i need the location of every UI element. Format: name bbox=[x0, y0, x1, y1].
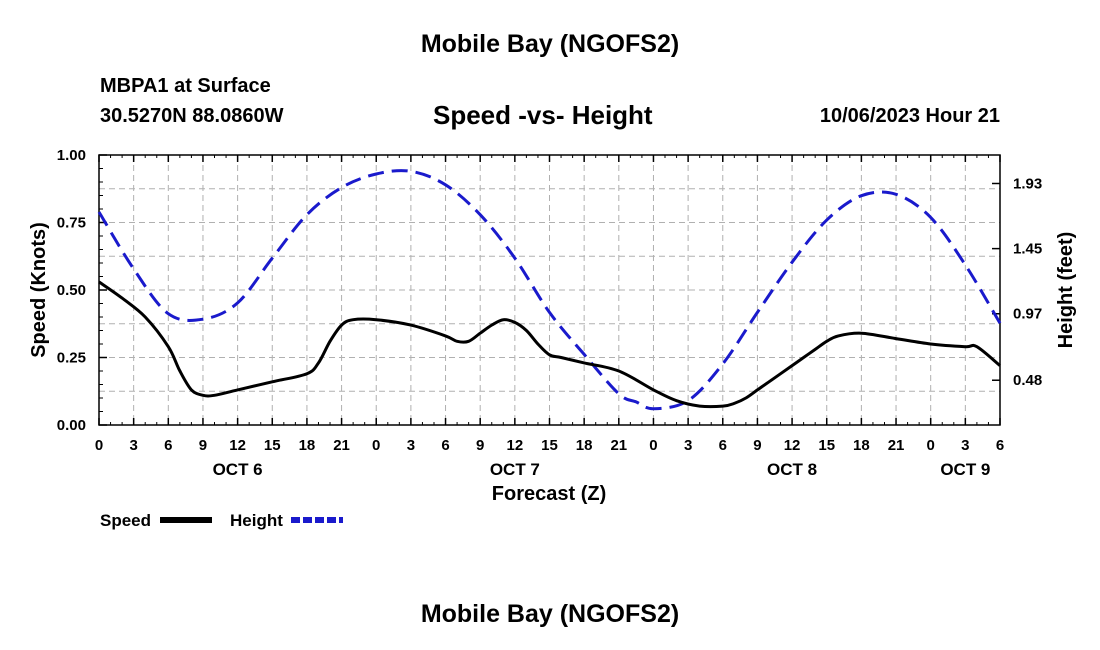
y-tick-label: 0.25 bbox=[57, 350, 86, 367]
x-tick-label: 3 bbox=[961, 437, 969, 454]
x-tick-label: 12 bbox=[507, 437, 524, 454]
x-tick-label: 18 bbox=[853, 437, 870, 454]
x-tick-label: 9 bbox=[476, 437, 484, 454]
y-axis-label: Speed (Knots) bbox=[28, 222, 50, 358]
x-tick-label: 21 bbox=[333, 437, 350, 454]
x-tick-label: 12 bbox=[784, 437, 801, 454]
x-tick-label: 3 bbox=[684, 437, 692, 454]
y2-tick-label: 1.45 bbox=[1013, 241, 1042, 258]
x-axis-label: Forecast (Z) bbox=[492, 483, 606, 505]
x-tick-label: 0 bbox=[372, 437, 380, 454]
x-tick-label: 6 bbox=[441, 437, 449, 454]
x-tick-label: 0 bbox=[649, 437, 657, 454]
x-tick-label: 15 bbox=[818, 437, 835, 454]
y2-axis-label: Height (feet) bbox=[1055, 232, 1077, 349]
y2-tick-label: 1.93 bbox=[1013, 175, 1042, 192]
day-label: OCT 7 bbox=[490, 460, 540, 479]
x-tick-label: 6 bbox=[164, 437, 172, 454]
y-tick-label: 0.50 bbox=[57, 282, 86, 299]
station-coords: 30.5270N 88.0860W bbox=[100, 105, 284, 127]
footer-title: Mobile Bay (NGOFS2) bbox=[420, 600, 680, 628]
height-series-line bbox=[97, 169, 1002, 411]
y-tick-label: 0.00 bbox=[57, 417, 86, 434]
legend-label-height: Height bbox=[230, 511, 283, 530]
x-tick-label: 21 bbox=[610, 437, 627, 454]
legend-label-speed: Speed bbox=[100, 511, 151, 530]
x-tick-label: 0 bbox=[927, 437, 935, 454]
speed-series-line bbox=[98, 280, 1001, 409]
x-tick-label: 9 bbox=[199, 437, 207, 454]
x-tick-label: 15 bbox=[541, 437, 558, 454]
day-label: OCT 6 bbox=[213, 460, 263, 479]
grid bbox=[99, 155, 1000, 425]
x-tick-label: 0 bbox=[95, 437, 103, 454]
forecast-datetime: 10/06/2023 Hour 21 bbox=[819, 105, 1000, 127]
day-label: OCT 8 bbox=[767, 460, 817, 479]
axis-labels: Forecast (Z) Speed (Knots) Height (feet)… bbox=[28, 222, 1077, 505]
chart-title: Speed -vs- Height bbox=[433, 100, 653, 130]
x-tick-label: 3 bbox=[407, 437, 415, 454]
y-tick-label: 1.00 bbox=[57, 147, 86, 164]
x-tick-label: 6 bbox=[719, 437, 727, 454]
y2-tick-label: 0.97 bbox=[1013, 306, 1042, 323]
y2-tick-label: 0.48 bbox=[1013, 372, 1042, 389]
x-tick-label: 15 bbox=[264, 437, 281, 454]
station-name: MBPA1 at Surface bbox=[100, 75, 271, 97]
series bbox=[97, 169, 1002, 411]
x-tick-label: 18 bbox=[299, 437, 316, 454]
x-tick-label: 18 bbox=[576, 437, 593, 454]
x-tick-label: 21 bbox=[888, 437, 905, 454]
x-tick-label: 9 bbox=[753, 437, 761, 454]
x-tick-label: 12 bbox=[229, 437, 246, 454]
y-tick-label: 0.75 bbox=[57, 215, 86, 232]
x-tick-label: 6 bbox=[996, 437, 1004, 454]
page-title: Mobile Bay (NGOFS2) bbox=[420, 30, 680, 58]
legend: Speed Height bbox=[100, 511, 343, 530]
ticks: 0 3 6 9 12 15 18 21 0 3 6 9 12 15 18 21 0 3 6 9 12 15 18 21 0 3 6 0… bbox=[57, 147, 1042, 454]
day-label: OCT 9 bbox=[940, 460, 990, 479]
x-tick-label: 3 bbox=[129, 437, 137, 454]
